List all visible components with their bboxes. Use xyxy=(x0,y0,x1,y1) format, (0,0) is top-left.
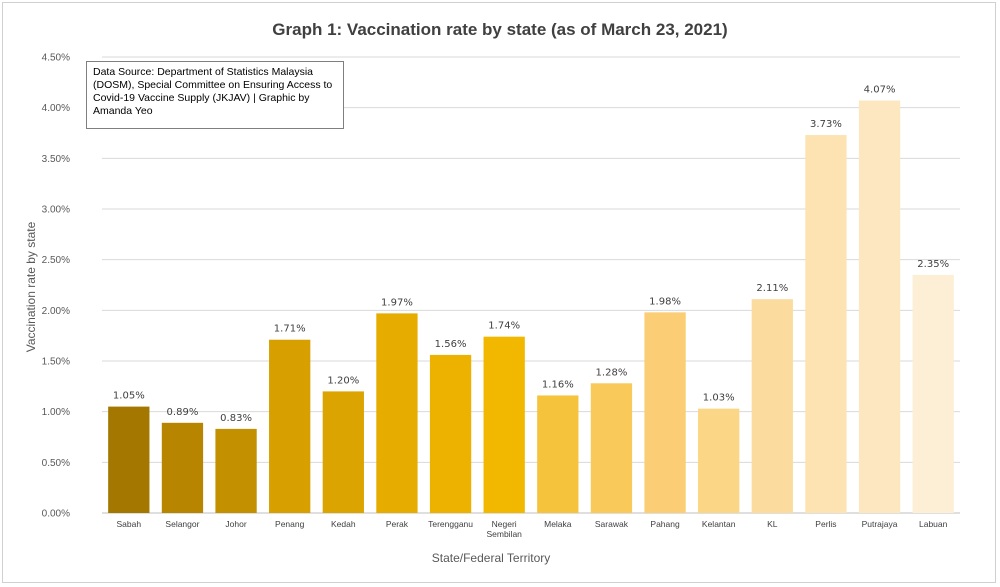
y-axis-label: Vaccination rate by state xyxy=(24,221,38,352)
bar xyxy=(698,408,740,513)
y-tick-label: 2.00% xyxy=(42,306,70,317)
data-label: 1.98% xyxy=(649,296,681,307)
x-tick-label: Penang xyxy=(275,519,305,529)
x-tick-label: Pahang xyxy=(650,519,680,529)
y-tick-label: 0.50% xyxy=(42,458,70,469)
data-label: 1.20% xyxy=(327,375,359,386)
bar xyxy=(108,406,150,513)
bar xyxy=(805,135,847,513)
x-axis-label: State/Federal Territory xyxy=(432,551,551,565)
y-tick-label: 3.00% xyxy=(42,205,70,216)
x-tick-label: Perlis xyxy=(815,519,836,529)
data-label: 1.05% xyxy=(113,391,145,402)
data-label: 1.97% xyxy=(381,297,413,308)
data-label: 1.03% xyxy=(703,393,735,404)
data-label: 2.35% xyxy=(917,259,949,270)
bar xyxy=(429,354,472,513)
x-tick-label: Negeri Sembilan xyxy=(486,519,522,539)
x-tick-label: Putrajaya xyxy=(862,519,898,529)
x-tick-label: Perak xyxy=(386,519,409,529)
data-label: 2.11% xyxy=(756,283,788,294)
y-tick-label: 1.00% xyxy=(42,407,70,418)
data-label: 4.07% xyxy=(864,85,896,96)
bar xyxy=(537,395,579,513)
bar xyxy=(376,313,418,513)
data-label: 0.83% xyxy=(220,413,252,424)
y-tick-label: 1.50% xyxy=(42,357,70,368)
chart-title: Graph 1: Vaccination rate by state (as o… xyxy=(272,20,727,39)
bar xyxy=(322,391,364,513)
x-tick-label: Sarawak xyxy=(595,519,629,529)
bar xyxy=(644,312,686,513)
data-label: 1.74% xyxy=(488,321,520,332)
source-note: Data Source: Department of Statistics Ma… xyxy=(86,61,344,129)
bar xyxy=(751,299,793,513)
x-tick-label: Labuan xyxy=(919,519,948,529)
data-label: 1.16% xyxy=(542,379,574,390)
x-tick-label: Sabah xyxy=(117,519,142,529)
x-tick-label: Kelantan xyxy=(702,519,736,529)
y-tick-label: 4.50% xyxy=(42,53,70,64)
y-tick-label: 4.00% xyxy=(42,103,70,114)
x-tick-label: Selangor xyxy=(165,519,199,529)
data-label: 1.28% xyxy=(596,367,628,378)
data-label: 1.71% xyxy=(274,324,306,335)
x-tick-label: Terengganu xyxy=(428,519,473,529)
x-axis-ticks: Sabah Selangor Johor Penang Kedah Perak Tereng… xyxy=(117,519,948,539)
x-tick-label: Kedah xyxy=(331,519,356,529)
bar xyxy=(483,336,525,513)
data-label: 3.73% xyxy=(810,119,842,130)
bar xyxy=(215,428,257,513)
bar xyxy=(269,339,311,513)
bar xyxy=(161,422,204,513)
x-tick-label: KL xyxy=(767,519,778,529)
y-tick-label: 3.50% xyxy=(42,154,70,165)
bar xyxy=(590,383,633,513)
y-axis-ticks: 0.00% 0.50% 1.00% 1.50% 2.00% 2.50% 3.00% 3.50%… xyxy=(42,53,70,520)
y-tick-label: 2.50% xyxy=(42,255,70,266)
bar xyxy=(912,274,954,513)
bars: 1.05% 0.89% 0.83% 1.71% 1.20% 1.97% 1.56% 1.74%… xyxy=(108,85,954,513)
x-tick-label: Melaka xyxy=(544,519,572,529)
x-tick-label: Johor xyxy=(225,519,246,529)
data-label: 1.56% xyxy=(435,339,467,350)
data-label: 0.89% xyxy=(167,407,199,418)
bar xyxy=(858,100,901,513)
y-tick-label: 0.00% xyxy=(42,509,70,520)
